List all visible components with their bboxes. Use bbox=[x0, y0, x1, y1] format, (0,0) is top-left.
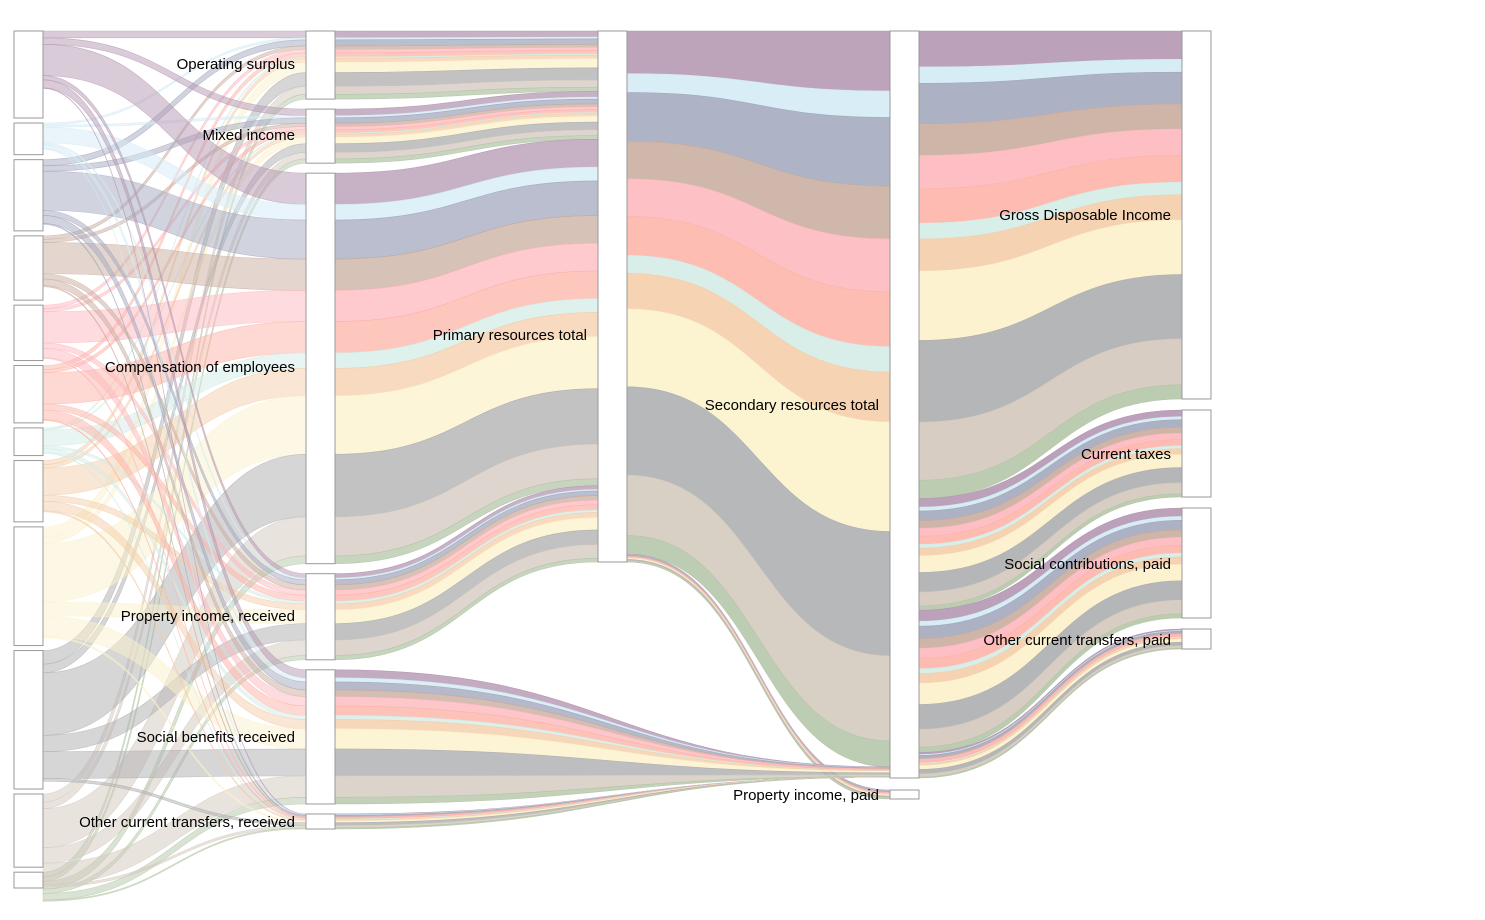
label-current-taxes: Current taxes bbox=[1081, 446, 1171, 463]
link-operating-surplus-to-primary-total-band-1 bbox=[334, 30, 599, 39]
node-source-7 bbox=[13, 427, 44, 457]
sankey-nodes bbox=[13, 30, 1212, 889]
node-primary-resources-total bbox=[597, 30, 628, 563]
label-primary-resources-total: Primary resources total bbox=[433, 327, 587, 344]
label-mixed-income: Mixed income bbox=[202, 127, 295, 144]
label-operating-surplus: Operating surplus bbox=[177, 56, 295, 73]
node-source-6 bbox=[13, 365, 44, 424]
node-source-1 bbox=[13, 30, 44, 119]
label-secondary-resources-total: Secondary resources total bbox=[705, 397, 879, 414]
node-current-taxes bbox=[1181, 409, 1212, 498]
label-other-current-transfers-received: Other current transfers, received bbox=[79, 814, 295, 831]
node-social-benefits-received bbox=[305, 669, 336, 805]
node-source-2 bbox=[13, 122, 44, 156]
node-source-3 bbox=[13, 159, 44, 232]
node-secondary-resources-total bbox=[889, 30, 920, 779]
label-social-benefits-received: Social benefits received bbox=[137, 729, 295, 746]
node-compensation-of-employees bbox=[305, 172, 336, 565]
label-social-contributions-paid: Social contributions, paid bbox=[1004, 556, 1171, 573]
label-gross-disposable-income: Gross Disposable Income bbox=[999, 207, 1171, 224]
node-source-5 bbox=[13, 304, 44, 362]
node-social-contributions-paid bbox=[1181, 507, 1212, 619]
sankey-links bbox=[42, 30, 1183, 902]
node-other-current-transfers-paid bbox=[1181, 628, 1212, 650]
node-mixed-income bbox=[305, 108, 336, 164]
node-gross-disposable-income bbox=[1181, 30, 1212, 400]
node-other-current-transfers-received bbox=[305, 813, 336, 830]
label-property-income-paid: Property income, paid bbox=[733, 787, 879, 804]
label-property-income-received: Property income, received bbox=[121, 608, 295, 625]
node-source-10 bbox=[13, 650, 44, 790]
node-operating-surplus bbox=[305, 30, 336, 100]
link-source-1-to-operating-surplus bbox=[42, 30, 307, 39]
label-other-current-transfers-paid: Other current transfers, paid bbox=[983, 632, 1171, 649]
node-source-4 bbox=[13, 235, 44, 301]
node-property-income-received bbox=[305, 573, 336, 661]
node-source-11 bbox=[13, 793, 44, 868]
node-source-9 bbox=[13, 526, 44, 647]
node-property-income-paid bbox=[889, 789, 920, 800]
sankey-labels: Operating surplus Mixed income Compensat… bbox=[79, 56, 1171, 831]
label-compensation-of-employees: Compensation of employees bbox=[105, 359, 295, 376]
node-source-12 bbox=[13, 871, 44, 889]
node-source-8 bbox=[13, 460, 44, 523]
link-source-10-to-social-benefits-received bbox=[42, 748, 307, 779]
